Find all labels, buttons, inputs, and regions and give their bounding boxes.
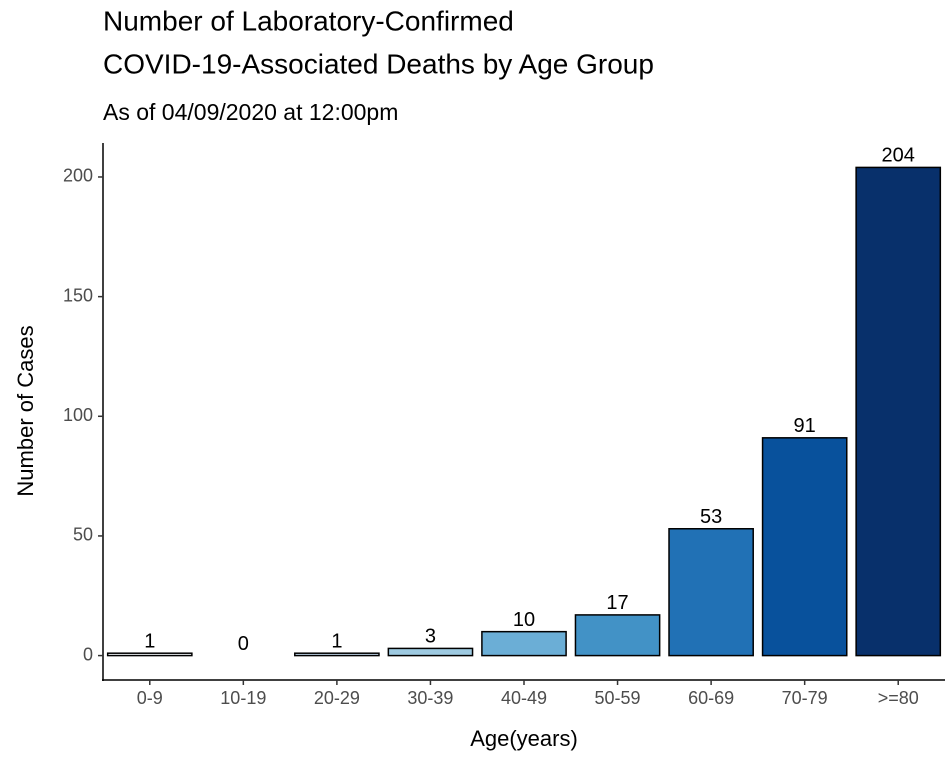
y-tick-label: 200 xyxy=(63,166,93,186)
x-tick-label: 30-39 xyxy=(407,688,453,708)
x-tick-label: 60-69 xyxy=(688,688,734,708)
bar xyxy=(668,528,754,657)
chart-subtitle: As of 04/09/2020 at 12:00pm xyxy=(103,99,398,125)
y-tick-label: 100 xyxy=(63,405,93,425)
x-tick-label: 50-59 xyxy=(595,688,641,708)
value-label: 10 xyxy=(513,609,535,631)
y-tick-label: 150 xyxy=(63,285,93,305)
bar xyxy=(481,630,567,657)
y-tick-label: 0 xyxy=(83,644,93,664)
x-tick-label: 20-29 xyxy=(314,688,360,708)
chart-title: Number of Laboratory-Confirmed xyxy=(103,5,514,36)
value-label: 1 xyxy=(331,630,342,652)
value-label: 91 xyxy=(794,415,816,437)
value-label: 53 xyxy=(700,506,722,528)
y-axis-title: Number of Cases xyxy=(13,325,38,496)
x-axis-title: Age(years) xyxy=(470,726,578,751)
x-tick-label: 10-19 xyxy=(220,688,266,708)
bar xyxy=(761,437,848,657)
x-tick-label: 70-79 xyxy=(782,688,828,708)
x-tick-label: 40-49 xyxy=(501,688,547,708)
bar xyxy=(106,652,193,657)
x-tick-label: 0-9 xyxy=(137,688,163,708)
y-tick-label: 50 xyxy=(73,525,93,545)
bar xyxy=(387,647,474,657)
bar xyxy=(855,166,942,657)
value-label: 204 xyxy=(882,145,915,167)
value-label: 0 xyxy=(238,633,249,655)
value-label: 1 xyxy=(144,630,155,652)
bar xyxy=(294,652,380,657)
x-tick-label: >=80 xyxy=(878,688,919,708)
chart-title: COVID-19-Associated Deaths by Age Group xyxy=(103,48,654,79)
bar xyxy=(574,614,661,657)
value-label: 3 xyxy=(425,626,436,648)
value-label: 17 xyxy=(606,592,628,614)
